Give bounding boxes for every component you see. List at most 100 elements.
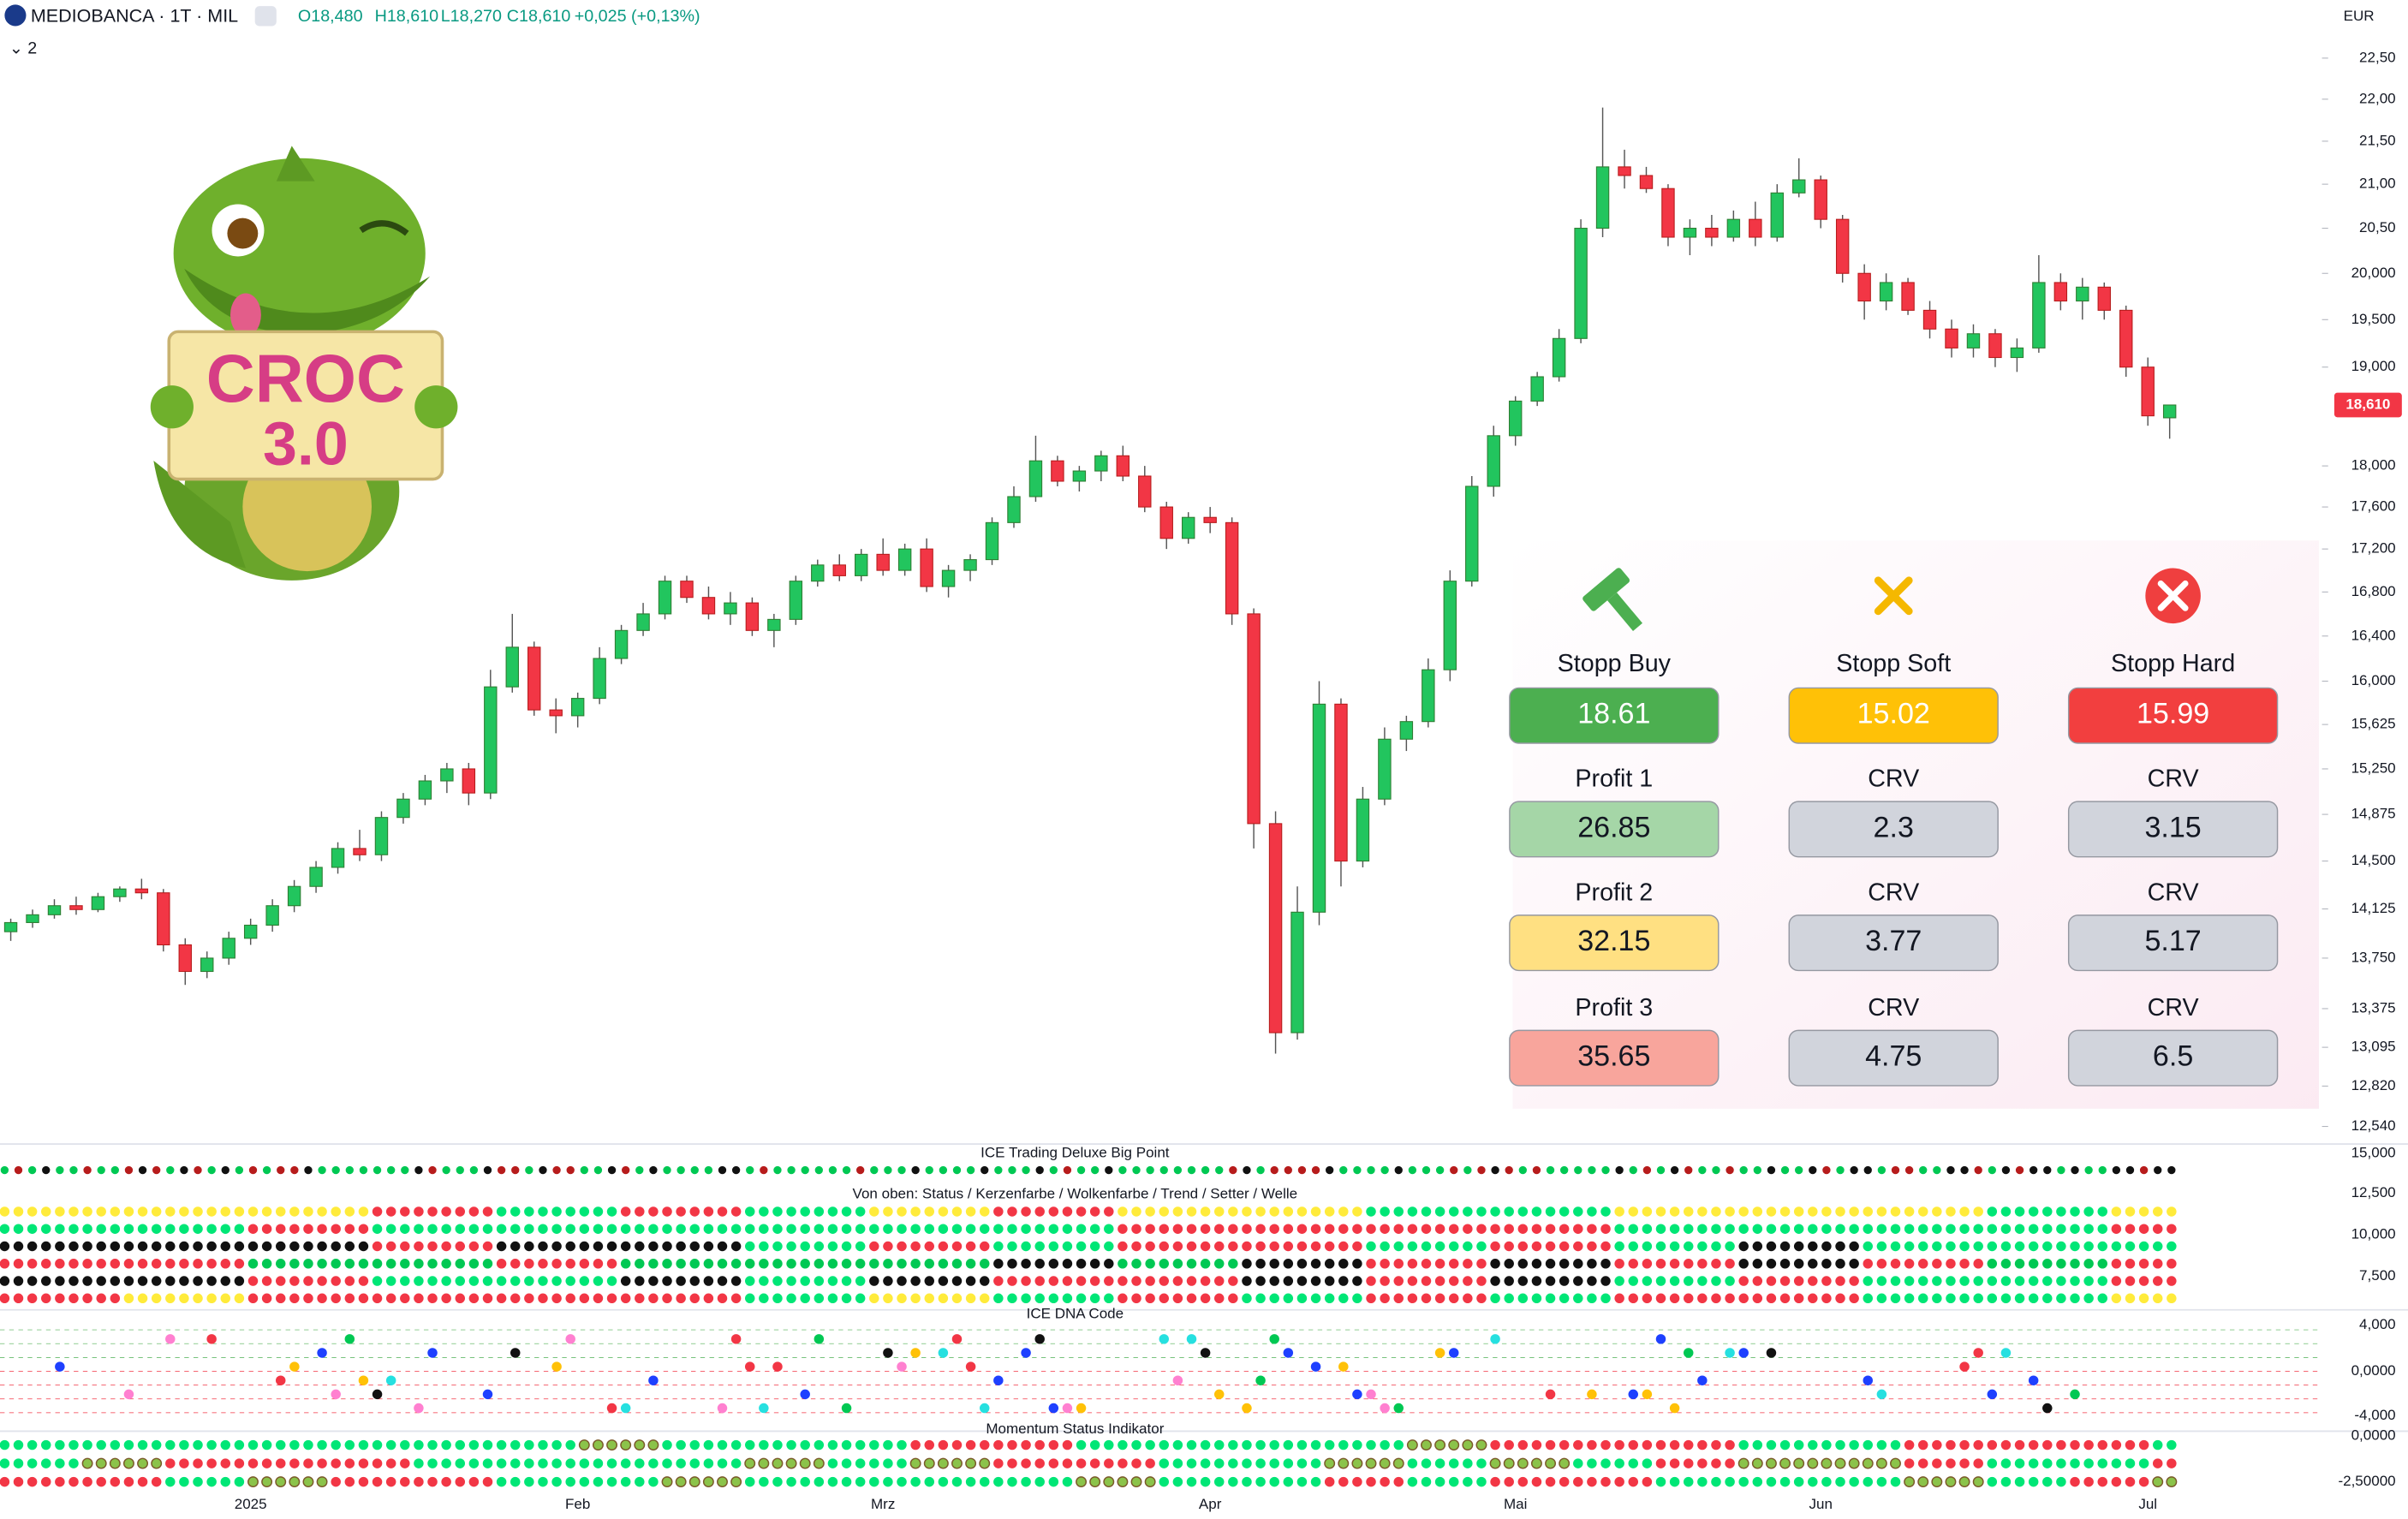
- status-dot: [1890, 1293, 1901, 1304]
- status-dot: [897, 1293, 907, 1304]
- momentum-dot: [1959, 1458, 1970, 1468]
- status-dot: [441, 1224, 451, 1234]
- momentum-dot: [1118, 1458, 1128, 1468]
- candle-body: [1814, 179, 1827, 220]
- momentum-dot: [331, 1476, 341, 1487]
- big-point-dot: [2001, 1165, 2011, 1175]
- momentum-dot: [414, 1439, 424, 1450]
- momentum-dot: [1172, 1439, 1183, 1450]
- status-dot: [1242, 1241, 1252, 1252]
- momentum-dot: [427, 1439, 438, 1450]
- status-dot: [1200, 1206, 1211, 1217]
- candle-body: [1726, 218, 1741, 238]
- momentum-dot: [938, 1439, 949, 1450]
- status-dot: [2167, 1224, 2177, 1234]
- candle-body: [614, 629, 629, 659]
- status-dot: [1890, 1259, 1901, 1269]
- status-dot: [165, 1276, 176, 1286]
- status-dot: [27, 1206, 38, 1217]
- status-dot: [1048, 1293, 1059, 1304]
- status-dot: [814, 1276, 825, 1286]
- status-dot: [1324, 1224, 1335, 1234]
- big-point-dot: [718, 1165, 727, 1175]
- momentum-dot: [27, 1439, 38, 1450]
- status-dot: [1959, 1293, 1970, 1304]
- momentum-dot: [2000, 1458, 2012, 1468]
- gavel-head: [1582, 568, 1630, 611]
- status-dot: [1545, 1276, 1556, 1286]
- status-dot: [1614, 1259, 1624, 1269]
- status-dot: [1104, 1259, 1114, 1269]
- big-point-dot: [124, 1165, 134, 1175]
- status-dot: [1366, 1206, 1376, 1217]
- status-dot: [1352, 1293, 1362, 1304]
- big-point-dot: [704, 1165, 713, 1175]
- status-dot: [1987, 1206, 1998, 1217]
- x-tick-label: Apr: [1199, 1496, 1222, 1512]
- dna-dot: [1697, 1375, 1708, 1385]
- momentum-dot: [1573, 1439, 1583, 1450]
- status-dot: [1517, 1241, 1529, 1252]
- candle-body: [1966, 333, 1981, 348]
- momentum-dot: [2056, 1439, 2066, 1450]
- status-dot: [2070, 1206, 2080, 1217]
- panel-label: CRV: [1868, 879, 1920, 906]
- status-dot: [1545, 1206, 1556, 1217]
- status-dot: [676, 1224, 686, 1234]
- panel-box: [2067, 687, 2279, 744]
- status-dot: [951, 1206, 963, 1217]
- momentum-dot: [1917, 1458, 1928, 1468]
- status-dot: [468, 1206, 480, 1217]
- status-dot: [1849, 1206, 1859, 1217]
- status-dot: [538, 1206, 548, 1217]
- momentum-dot: [1600, 1439, 1611, 1450]
- status-dot: [910, 1224, 921, 1234]
- status-dot: [1048, 1241, 1059, 1252]
- status-dot: [2083, 1241, 2094, 1252]
- ohlc-low: L18,270: [441, 7, 502, 26]
- status-dot: [1062, 1224, 1073, 1234]
- status-dot: [2097, 1206, 2107, 1217]
- big-point-dot: [966, 1165, 975, 1175]
- big-point-dot: [773, 1165, 782, 1175]
- status-dot: [620, 1276, 631, 1286]
- momentum-dot: [1228, 1458, 1238, 1468]
- status-dot: [400, 1241, 410, 1252]
- momentum-dot: [1849, 1476, 1859, 1487]
- collapse-button[interactable]: [254, 6, 277, 27]
- candle-body: [2097, 286, 2111, 311]
- momentum-dot: [468, 1476, 480, 1487]
- big-point-dot: [939, 1165, 948, 1175]
- candle-body: [200, 957, 214, 973]
- pane-toggle[interactable]: ⌄: [9, 39, 24, 58]
- big-point-dot: [539, 1165, 547, 1175]
- momentum-dot: [1434, 1439, 1446, 1451]
- momentum-dot: [717, 1458, 728, 1468]
- status-dot: [1697, 1259, 1708, 1269]
- status-dot: [1034, 1224, 1045, 1234]
- momentum-dot: [1130, 1476, 1142, 1488]
- status-dot: [1697, 1206, 1708, 1217]
- status-dot: [1628, 1224, 1638, 1234]
- momentum-dot: [1104, 1458, 1114, 1468]
- status-dot: [1808, 1293, 1818, 1304]
- status-dot: [275, 1259, 286, 1269]
- big-point-dot: [1201, 1165, 1210, 1175]
- logo-line2: 3.0: [263, 410, 349, 479]
- big-point-dot: [97, 1165, 105, 1175]
- momentum-dot: [1021, 1476, 1031, 1487]
- status-dot: [427, 1259, 438, 1269]
- big-point-dot: [2154, 1165, 2162, 1175]
- momentum-dot: [1683, 1476, 1694, 1487]
- status-dot: [2056, 1259, 2066, 1269]
- momentum-dot: [730, 1476, 742, 1488]
- momentum-dot: [1490, 1439, 1500, 1450]
- status-dot: [1849, 1224, 1859, 1234]
- momentum-dot: [1186, 1476, 1197, 1487]
- status-dot: [2138, 1293, 2149, 1304]
- momentum-dot: [1269, 1476, 1279, 1487]
- momentum-dot: [372, 1439, 383, 1450]
- pane-count: 2: [27, 39, 37, 58]
- status-dot: [455, 1241, 465, 1252]
- big-point-dot: [622, 1165, 630, 1175]
